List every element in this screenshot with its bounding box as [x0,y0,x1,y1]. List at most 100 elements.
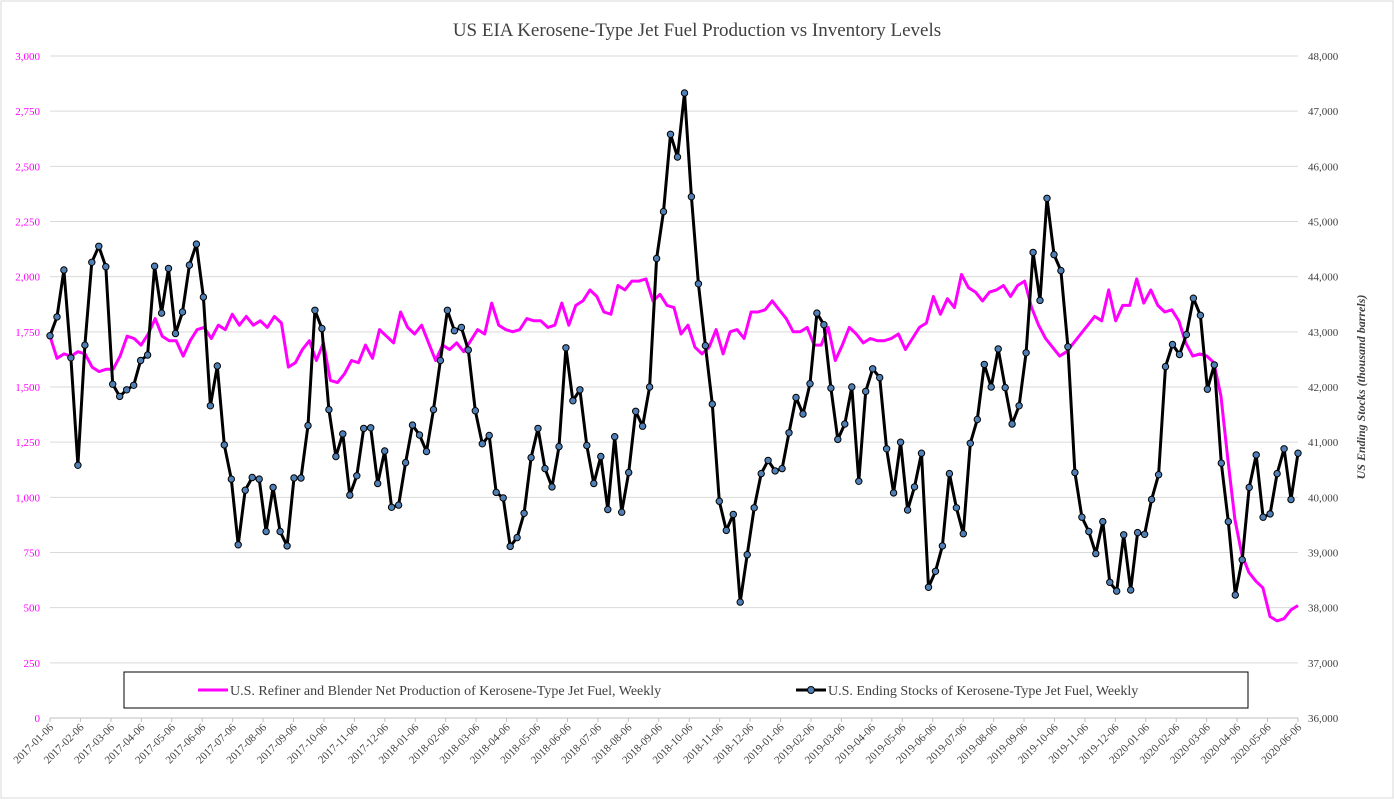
stocks-point [1043,194,1051,203]
left-tick-label: 1,000 [15,492,40,504]
stocks-point [715,497,723,505]
stocks-point [903,506,912,514]
stocks-point [687,193,696,201]
series-line-production [48,273,1299,623]
stocks-point [53,313,61,321]
stocks-point [1147,495,1156,504]
right-tick-label: 43,000 [1308,327,1339,339]
stocks-point [199,293,208,301]
stocks-point [1078,513,1086,521]
stocks-point [820,321,828,329]
left-tick-label: 2,750 [15,106,40,118]
stocks-point [597,452,605,461]
stocks-point [1140,530,1149,538]
stocks-point [415,431,424,439]
stocks-point [332,452,340,461]
series-layer [46,89,1302,623]
stocks-point [185,261,194,269]
stocks-point [1203,385,1212,393]
stocks-point [722,526,730,535]
stocks-point [701,341,710,350]
stocks-point [917,449,926,457]
stocks-point [95,242,103,251]
stocks-point [436,356,445,365]
stocks-point [255,475,263,483]
stocks-point [276,527,284,536]
stocks-point [764,456,772,465]
left-tick-label: 250 [24,658,41,670]
stocks-point [889,489,898,497]
stocks-point [611,433,619,441]
stocks-point [973,415,981,424]
right-tick-label: 45,000 [1308,217,1339,229]
stocks-point [116,392,124,401]
stocks-point [81,341,89,349]
stocks-point [555,442,563,451]
stocks-point [290,474,298,482]
stocks-point [429,405,438,414]
chart-title: US EIA Kerosene-Type Jet Fuel Production… [453,20,941,41]
stocks-point [987,383,995,391]
right-tick-label: 40,000 [1308,492,1339,504]
stocks-point [541,464,549,473]
stocks-point [1071,468,1079,477]
stocks-point [109,380,117,388]
stocks-point [869,365,877,373]
stocks-point [1057,266,1065,275]
stocks-point [1280,445,1288,453]
stocks-point [1196,311,1205,319]
stocks-point [652,254,661,263]
stocks-point [1224,517,1233,526]
right-tick-label: 48,000 [1308,51,1339,63]
stocks-point [450,327,459,335]
stocks-point [213,362,222,370]
legend-box [123,671,1249,709]
stocks-point [827,384,835,392]
stocks-point [1085,527,1093,536]
stocks-point [729,510,737,519]
stocks-point [750,504,758,512]
stocks-point [67,354,75,362]
stocks-point [1127,586,1135,594]
stocks-point [381,447,389,455]
stocks-point [924,583,933,591]
stocks-point [882,445,891,453]
stocks-point [931,567,940,575]
stocks-point [645,383,654,391]
stocks-point [1064,343,1072,351]
stocks-point [297,474,305,482]
right-tick-label: 47,000 [1308,106,1339,118]
left-tick-label: 500 [24,603,41,615]
stocks-point [234,541,242,549]
left-tick-label: 1,750 [15,327,40,339]
stocks-point [1238,556,1246,564]
stocks-point [834,435,842,444]
stocks-point [1099,517,1107,526]
stocks-point [46,332,54,340]
stocks-point [506,542,514,551]
stocks-point [311,306,319,314]
stocks-point [401,458,410,467]
stocks-point [618,508,626,516]
stocks-point [813,309,821,317]
stocks-point [1175,350,1184,359]
stocks-point [1245,483,1253,492]
stocks-point [1106,578,1114,586]
legend-marker-stocks [807,686,815,694]
stocks-point [1259,513,1267,521]
stocks-point [143,351,152,359]
stocks-point [248,473,256,482]
stocks-point [1161,362,1170,371]
stocks-point [374,479,382,488]
stocks-point [367,424,375,432]
stocks-point [269,483,277,492]
stocks-point [638,422,647,430]
stocks-point [1092,549,1100,558]
stocks-point [1022,349,1030,357]
stocks-point [959,530,967,538]
stocks-point [387,503,396,511]
stocks-point [1050,250,1058,259]
stocks-point [980,360,988,369]
stocks-point [548,483,556,491]
